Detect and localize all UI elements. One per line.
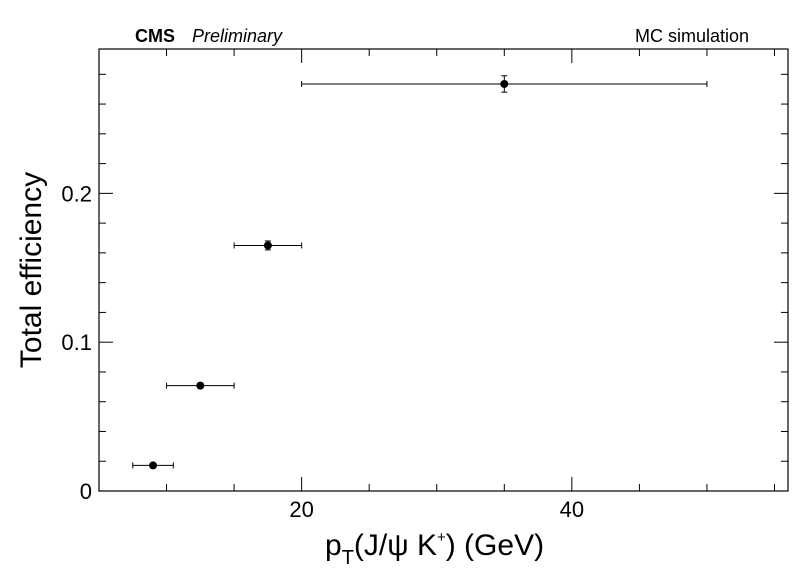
y-tick-label: 0 [80,479,92,504]
y-axis-ticks [99,73,788,462]
x-label-open: (J/ψ K [354,529,437,562]
x-label-subscript: T [342,547,354,569]
x-label-close: ) (GeV) [446,529,544,562]
data-point [263,241,272,250]
y-tick-label: 0.2 [61,181,92,206]
x-tick-label: 20 [289,497,313,522]
x-axis-label: pT(J/ψ K+) (GeV) [325,529,544,569]
y-axis-label: Total efficiency [15,172,48,368]
x-tick-label: 40 [560,497,584,522]
y-tick-label: 0.1 [61,330,92,355]
data-point [500,79,509,88]
preliminary-label: Preliminary [192,26,283,46]
plot-frame [98,48,789,492]
data-point [149,461,158,470]
x-label-main: p [325,529,342,562]
x-axis-ticks [166,49,775,491]
cms-label: CMS [135,26,175,46]
mc-simulation-label: MC simulation [635,26,749,46]
data-points [132,75,708,470]
x-axis-tick-labels: 20 40 [289,497,584,522]
data-point [196,381,205,390]
x-label-superscript: + [437,529,446,546]
y-axis-tick-labels: 0 0.1 0.2 [61,181,92,504]
